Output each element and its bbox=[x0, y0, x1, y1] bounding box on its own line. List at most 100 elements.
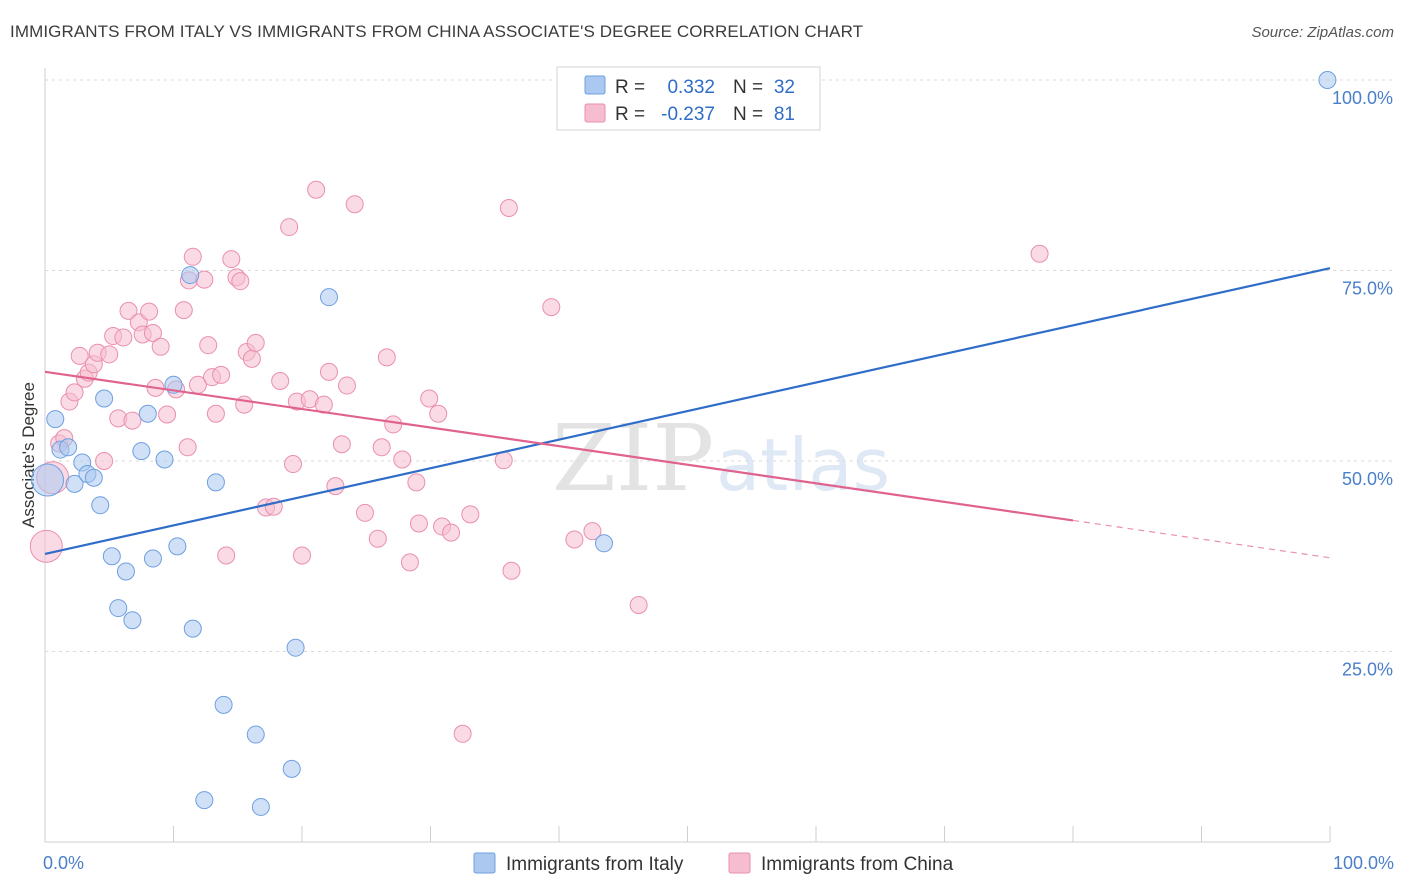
china-point bbox=[199, 336, 218, 355]
italy-point bbox=[195, 791, 214, 810]
china-point bbox=[114, 328, 133, 347]
italy-point bbox=[84, 468, 103, 487]
china-point bbox=[372, 438, 391, 457]
china-point bbox=[95, 452, 114, 470]
y-tick-labels: 100.0% 75.0% 50.0% 25.0% bbox=[1332, 88, 1393, 680]
china-points bbox=[29, 180, 1049, 743]
china-point bbox=[151, 337, 170, 356]
china-point bbox=[119, 301, 138, 320]
china-point bbox=[420, 389, 439, 408]
china-point bbox=[355, 503, 374, 522]
china-point bbox=[407, 473, 426, 492]
china-point bbox=[123, 411, 142, 430]
china-point bbox=[377, 348, 396, 367]
watermark-zip: ZIP bbox=[552, 405, 714, 512]
bottom-legend-label-italy: Immigrants from Italy bbox=[506, 854, 684, 875]
china-point bbox=[140, 302, 159, 321]
series-legend: Immigrants from Italy Immigrants from Ch… bbox=[473, 852, 954, 875]
chart-title: IMMIGRANTS FROM ITALY VS IMMIGRANTS FROM… bbox=[10, 22, 864, 41]
italy-point bbox=[109, 599, 128, 618]
italy-point bbox=[319, 288, 338, 307]
china-point bbox=[565, 530, 584, 549]
italy-point bbox=[138, 404, 157, 423]
italy-point bbox=[168, 537, 187, 556]
china-point bbox=[235, 395, 254, 414]
italy-point bbox=[91, 496, 110, 515]
china-point bbox=[461, 505, 480, 524]
china-point bbox=[217, 546, 236, 565]
legend-italy-r-value: 0.332 bbox=[667, 77, 715, 98]
china-point bbox=[280, 218, 299, 237]
bottom-legend-label-china: Immigrants from China bbox=[761, 854, 954, 875]
china-point bbox=[212, 365, 231, 384]
italy-point bbox=[46, 410, 65, 429]
italy-point bbox=[286, 638, 305, 657]
china-point bbox=[246, 333, 265, 352]
gridlines bbox=[44, 79, 1392, 842]
china-point bbox=[158, 405, 177, 424]
china-point bbox=[393, 450, 412, 469]
italy-point bbox=[594, 534, 613, 553]
italy-point bbox=[1318, 71, 1337, 89]
china-point bbox=[174, 301, 193, 320]
china-point bbox=[345, 195, 364, 214]
italy-point bbox=[246, 725, 265, 744]
italy-point bbox=[155, 450, 174, 469]
china-point bbox=[222, 250, 241, 269]
y-tick-label: 25.0% bbox=[1342, 660, 1393, 680]
china-point bbox=[206, 404, 225, 423]
china-point bbox=[293, 546, 311, 565]
y-tick-label: 100.0% bbox=[1332, 88, 1393, 108]
china-point bbox=[429, 404, 448, 423]
china-point bbox=[337, 376, 356, 395]
china-point bbox=[583, 522, 602, 541]
china-point bbox=[183, 247, 202, 266]
china-point bbox=[319, 362, 338, 381]
china-point bbox=[1030, 244, 1049, 263]
italy-point bbox=[132, 442, 151, 461]
italy-point bbox=[123, 611, 142, 630]
china-point bbox=[271, 371, 290, 390]
china-point bbox=[400, 553, 419, 572]
china-point bbox=[284, 455, 303, 474]
legend-swatch-italy bbox=[584, 75, 606, 95]
china-point bbox=[453, 724, 472, 743]
china-point bbox=[542, 298, 561, 317]
china-point bbox=[70, 346, 89, 365]
italy-points bbox=[31, 71, 1337, 816]
legend-china-r-value: -0.237 bbox=[661, 104, 715, 125]
watermark: ZIP atlas bbox=[552, 405, 890, 512]
china-point bbox=[143, 323, 162, 342]
correlation-legend: R = 0.332 N = 32 R = -0.237 N = 81 bbox=[556, 66, 821, 131]
chart-source: Source: ZipAtlas.com bbox=[1251, 24, 1394, 41]
china-trend-line bbox=[44, 370, 1074, 522]
y-tick-label: 75.0% bbox=[1342, 279, 1393, 299]
china-point bbox=[442, 523, 461, 542]
italy-point bbox=[65, 474, 84, 493]
china-point bbox=[65, 383, 84, 402]
china-point bbox=[231, 272, 250, 291]
x-tick-labels: 0.0% 100.0% bbox=[43, 853, 1394, 873]
china-point bbox=[368, 529, 387, 548]
italy-point bbox=[183, 619, 202, 638]
axes bbox=[44, 68, 1330, 843]
y-axis-title: Associate's Degree bbox=[19, 382, 38, 528]
china-point bbox=[499, 199, 518, 218]
legend-italy-r-label: R = bbox=[615, 77, 645, 98]
legend-italy-n-value: 32 bbox=[774, 77, 795, 98]
italy-trend-line bbox=[44, 267, 1331, 556]
italy-point bbox=[116, 562, 135, 581]
italy-point bbox=[95, 389, 114, 408]
legend-china-n-label: N = bbox=[733, 104, 763, 125]
bottom-legend-swatch-italy bbox=[473, 852, 496, 874]
italy-point bbox=[206, 473, 225, 492]
china-trend-extension bbox=[1072, 519, 1331, 559]
china-point bbox=[100, 345, 119, 364]
china-point bbox=[384, 415, 403, 434]
italy-point bbox=[102, 547, 121, 566]
china-point bbox=[178, 438, 197, 457]
china-point bbox=[326, 477, 345, 496]
china-point bbox=[29, 529, 63, 563]
china-point bbox=[242, 349, 261, 368]
